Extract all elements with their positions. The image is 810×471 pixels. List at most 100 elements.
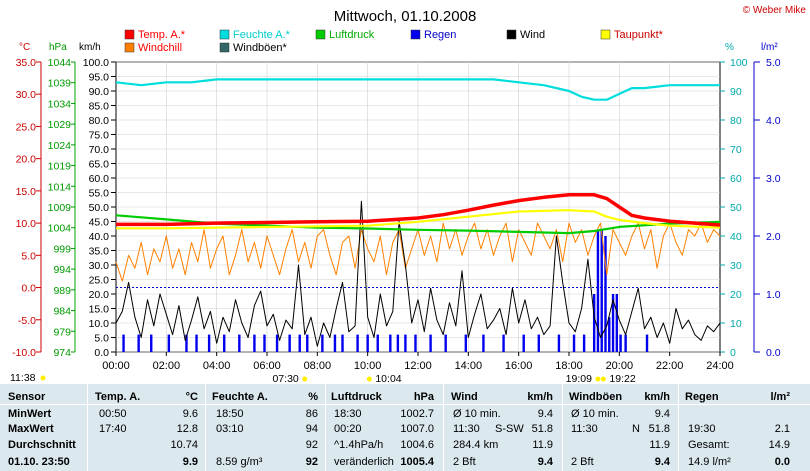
- row-label: 01.10. 23:50: [8, 456, 70, 468]
- grid: [116, 61, 720, 353]
- unit-rain: l/m²: [761, 42, 778, 53]
- rain-bar: [253, 334, 256, 352]
- boen-value: 9.4: [654, 408, 670, 420]
- humidity-axis-tick-label: 60: [730, 173, 742, 185]
- x-axis-tick-label: 00:00: [102, 360, 130, 372]
- temp-axis-tick-label: 0.0: [21, 283, 36, 295]
- rain-bar: [429, 334, 432, 352]
- pressure-axis-tick-label: 1009: [48, 202, 72, 214]
- series-line: [116, 193, 721, 227]
- time-marker-dot: [40, 375, 46, 381]
- rain-axis-tick-label: 2.0: [766, 231, 781, 243]
- rain-bar: [396, 334, 400, 352]
- wind-direction: S-SW: [495, 423, 524, 435]
- time-marker-dot: [600, 376, 606, 382]
- druck-time: 00:20: [334, 423, 362, 435]
- pressure-axis-tick-label: 1039: [48, 78, 72, 90]
- rain-bar: [288, 334, 291, 352]
- x-axis-tick-label: 22:00: [656, 360, 684, 372]
- wind-axis-tick-label: 65.0: [89, 159, 110, 171]
- wind-axis-tick-label: 25.0: [89, 275, 110, 287]
- wind-axis-tick-label: 35.0: [89, 246, 110, 258]
- wind-time: 2 Bft: [453, 456, 476, 468]
- regen-value: 14.9: [768, 439, 790, 451]
- axis-units: °C hPa km/h % l/m²: [19, 42, 778, 53]
- legend-swatch: [600, 29, 611, 40]
- wind-axis-tick-label: 90.0: [89, 86, 110, 98]
- x-axis-tick-label: 10:00: [354, 360, 382, 372]
- rain-bar: [619, 334, 622, 352]
- legend-label: Windchill: [138, 42, 182, 54]
- rain-bar: [557, 334, 561, 352]
- rain-bar: [615, 294, 619, 352]
- rain-bar: [185, 334, 188, 352]
- x-axis-tick-label: 24:00: [706, 360, 734, 372]
- time-marker-dot: [366, 376, 372, 382]
- unit-humidity: %: [725, 42, 734, 53]
- rain-bar: [195, 334, 198, 352]
- pressure-axis-tick-label: 1029: [48, 119, 72, 131]
- rain-bar: [596, 230, 600, 352]
- rain-bar: [582, 334, 586, 352]
- rain-bar: [624, 334, 627, 352]
- rain-bar: [263, 334, 266, 352]
- legend-label: Taupunkt*: [614, 29, 664, 41]
- time-marker-label: 10:04: [375, 373, 401, 384]
- boen-time: Ø 10 min.: [571, 408, 619, 420]
- rain-bar: [592, 294, 596, 352]
- druck-value: 1004.6: [400, 439, 434, 451]
- boen-time: 11:30: [571, 423, 598, 435]
- rain-bar: [389, 334, 392, 352]
- header-regen: Regen: [685, 391, 719, 403]
- pressure-axis-tick-label: 984: [53, 306, 71, 318]
- temp-axis-tick-label: 25.0: [16, 121, 37, 133]
- wind-value: 9.4: [537, 408, 553, 420]
- divider: [0, 404, 810, 405]
- wind-axis-tick-label: 100.0: [83, 57, 109, 69]
- header-wind-unit: km/h: [527, 391, 553, 403]
- rain-bar: [444, 334, 447, 352]
- rain-bar: [482, 334, 485, 352]
- header-feuchte-unit: %: [308, 391, 318, 403]
- wind-axis-tick-label: 5.0: [94, 333, 109, 345]
- wind-value: 9.4: [537, 456, 553, 468]
- x-axis-tick-label: 02:00: [153, 360, 181, 372]
- rain-bar: [464, 334, 468, 352]
- rain-bar: [150, 334, 153, 352]
- rain-bar: [356, 334, 359, 352]
- wind-axis-tick-label: 80.0: [89, 115, 110, 127]
- humidity-axis-tick-label: 50: [730, 202, 742, 214]
- chart-title: Mittwoch, 01.10.2008: [334, 8, 477, 25]
- humidity-axis-tick-label: 0: [730, 347, 736, 359]
- wind-axis-tick-label: 70.0: [89, 144, 110, 156]
- unit-pressure: hPa: [49, 42, 67, 53]
- header-sensor: Sensor: [8, 391, 46, 403]
- header-windboen-unit: km/h: [644, 391, 670, 403]
- legend-label: Luftdruck: [329, 29, 375, 41]
- wind-time: 284.4 km: [453, 439, 499, 451]
- row-label: MinWert: [8, 408, 52, 420]
- series-layer: [115, 78, 721, 352]
- rain-bar: [645, 334, 649, 352]
- column-divider: [678, 384, 679, 471]
- wind-axis-tick-label: 45.0: [89, 217, 110, 229]
- rain-bar: [404, 334, 407, 352]
- series-line: [116, 209, 721, 230]
- header-luftdruck: Luftdruck: [331, 391, 382, 403]
- weather-chart: Mittwoch, 01.10.2008 © Weber Mike Temp. …: [10, 5, 806, 384]
- temp-axis-tick-label: 5.0: [21, 250, 36, 262]
- rain-bar: [238, 334, 241, 352]
- rain-bar: [306, 334, 309, 352]
- rain-bar: [341, 334, 344, 352]
- rain-bar: [223, 334, 226, 352]
- time-marker-label: 07:30: [272, 373, 298, 384]
- time-marker-label: 19:09: [566, 373, 592, 384]
- pressure-axis-tick-label: 989: [53, 285, 71, 297]
- column-divider: [325, 384, 326, 471]
- pressure-axis-tick-label: 974: [53, 347, 71, 359]
- legend-swatch: [124, 42, 135, 53]
- pressure-axis-tick-label: 1019: [48, 161, 72, 173]
- humidity-axis-tick-label: 40: [730, 231, 742, 243]
- feuchte-value: 94: [305, 423, 318, 435]
- time-marker-label: 19:22: [609, 373, 635, 384]
